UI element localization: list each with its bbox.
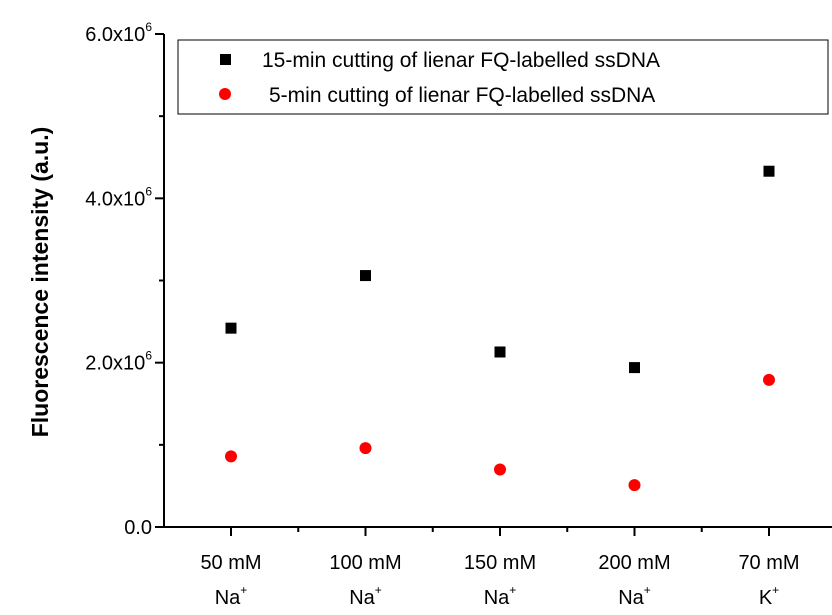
data-point-square: [360, 270, 371, 282]
data-point-circle: [359, 442, 372, 455]
x-tick-ion-label: Na+: [215, 583, 248, 609]
x-tick-label: 150 mM: [464, 552, 536, 574]
data-point-circle: [225, 450, 237, 463]
data-point-circle: [763, 373, 775, 386]
data-point-square: [494, 346, 506, 358]
legend: 15-min cutting of lienar FQ-labelled ssD…: [177, 39, 829, 115]
data-points: [225, 165, 775, 492]
x-tick-ion-label: K+: [759, 583, 779, 609]
legend-marker-square: [220, 54, 231, 65]
data-point-square: [225, 322, 237, 334]
x-tick-ion-label: Na+: [484, 583, 517, 609]
legend-label-5min: 5-min cutting of lienar FQ-labelled ssDN…: [269, 84, 655, 107]
data-point-square: [763, 165, 775, 177]
legend-label-15min: 15-min cutting of lienar FQ-labelled ssD…: [262, 49, 660, 72]
x-tick-label: 70 mM: [738, 552, 799, 574]
y-axis-label: Fluorescence intensity (a.u.): [27, 127, 53, 438]
data-point-circle: [628, 479, 641, 492]
x-tick-label: 100 mM: [329, 552, 401, 574]
x-tick-label: 50 mM: [200, 552, 261, 574]
x-tick-ion-label: Na+: [618, 583, 651, 609]
legend-marker-circle: [219, 88, 231, 100]
x-ticks: 50 mM Na+ 100 mM Na+ 150 mM Na+ 200 mM Na+ 70 mM…: [200, 527, 800, 609]
data-point-square: [629, 362, 640, 374]
data-point-circle: [494, 463, 506, 476]
y-tick-label: 0.0: [124, 517, 152, 539]
y-ticks: 0.0 2.0x106 4.0x106 6.0x106: [85, 20, 164, 539]
y-tick-label: 2.0x106: [85, 349, 152, 375]
legend-box: [177, 39, 829, 115]
x-tick-ion-label: Na+: [349, 583, 382, 609]
x-tick-label: 200 mM: [598, 552, 670, 574]
y-tick-label: 4.0x106: [85, 184, 152, 210]
y-tick-label: 6.0x106: [85, 20, 152, 46]
